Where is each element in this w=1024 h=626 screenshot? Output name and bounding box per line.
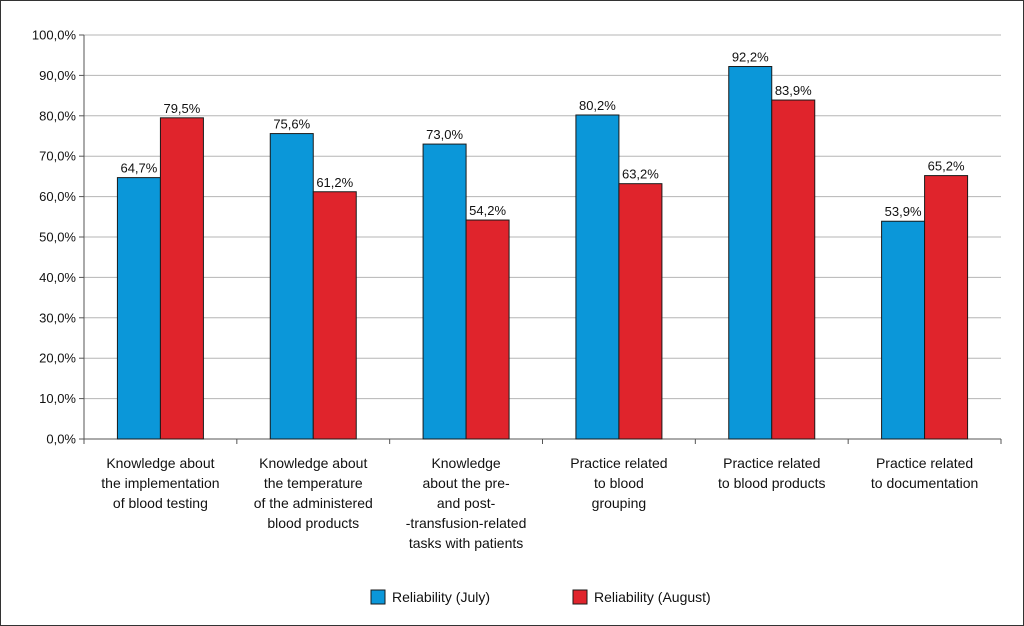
category-label: Knowledge about (259, 455, 367, 471)
category-label: to blood (594, 475, 644, 491)
category-label: Practice related (723, 455, 820, 471)
y-tick-label: 60,0% (39, 189, 76, 204)
data-label: 54,2% (469, 203, 506, 218)
category-label: the implementation (101, 475, 219, 491)
legend-label: Reliability (August) (594, 589, 711, 605)
bar (116, 177, 161, 440)
category-label: Practice related (570, 455, 667, 471)
data-label: 73,0% (426, 127, 463, 142)
category-label: grouping (592, 495, 647, 511)
data-label: 53,9% (885, 204, 922, 219)
data-label: 92,2% (732, 50, 769, 65)
y-tick-label: 40,0% (39, 270, 76, 285)
bar (269, 133, 314, 440)
data-label: 75,6% (273, 117, 310, 132)
bar (422, 143, 467, 440)
category-label: about the pre- (422, 475, 510, 491)
data-label: 80,2% (579, 98, 616, 113)
data-label: 61,2% (316, 175, 353, 190)
data-label: 63,2% (622, 167, 659, 182)
bar (575, 114, 620, 440)
data-label: 79,5% (163, 101, 200, 116)
category-label: Practice related (876, 455, 973, 471)
data-label: 65,2% (928, 159, 965, 174)
category-label: the temperature (264, 475, 363, 491)
category-label: and post- (437, 495, 496, 511)
category-label: of blood testing (113, 495, 208, 511)
y-tick-label: 80,0% (39, 108, 76, 123)
data-label: 83,9% (775, 83, 812, 98)
legend-swatch (370, 589, 386, 605)
y-tick-label: 10,0% (39, 391, 76, 406)
bar (618, 183, 663, 440)
bar (728, 66, 773, 440)
y-tick-label: 50,0% (39, 230, 76, 245)
bar (881, 220, 926, 440)
category-label: to blood products (718, 475, 825, 491)
data-label: 64,7% (120, 161, 157, 176)
bar (159, 117, 204, 440)
y-tick-label: 30,0% (39, 310, 76, 325)
bar (771, 99, 816, 440)
category-label: to documentation (871, 475, 978, 491)
legend-swatch (572, 589, 588, 605)
y-tick-label: 70,0% (39, 149, 76, 164)
y-tick-label: 90,0% (39, 68, 76, 83)
legend-label: Reliability (July) (392, 589, 490, 605)
category-label: blood products (267, 515, 359, 531)
bar (924, 175, 969, 440)
bar (465, 219, 510, 440)
y-tick-label: 100,0% (32, 28, 77, 43)
y-tick-label: 0,0% (46, 432, 76, 447)
category-label: Knowledge about (106, 455, 214, 471)
y-tick-label: 20,0% (39, 351, 76, 366)
bar (312, 191, 357, 440)
category-label: tasks with patients (409, 535, 523, 551)
category-label: -transfusion-related (406, 515, 527, 531)
category-label: Knowledge (431, 455, 500, 471)
category-label: of the administered (254, 495, 373, 511)
